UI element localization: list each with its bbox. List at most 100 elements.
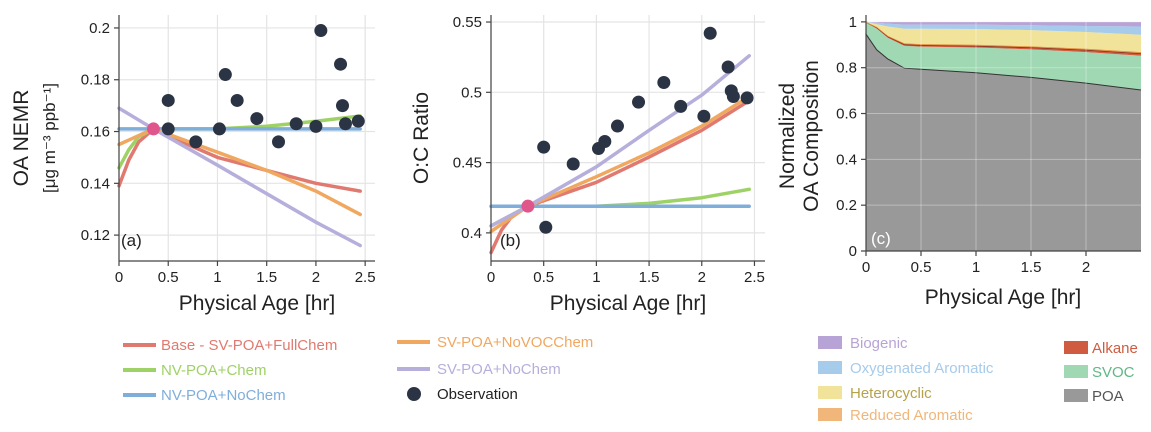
legend-label-sv-nochem: SV-POA+NoChem: [437, 361, 561, 378]
panel-b-series: [489, 26, 754, 255]
panel-a-start-point: [146, 122, 160, 136]
panel-a-observation-point: [309, 119, 323, 133]
panel-c-area-alkane: [866, 21, 1141, 56]
panel-a-observation-point: [289, 117, 303, 131]
legend-swatch-svoc: [1064, 365, 1088, 378]
legend-item-poa: POA: [1064, 388, 1124, 405]
panel-b-observation-point: [703, 26, 717, 40]
panel-a-line-sv-poa-nochem: [117, 106, 362, 248]
panel-b-observation-point: [539, 220, 553, 234]
legend-label-svoc: SVOC: [1092, 364, 1135, 381]
panel-c-ylabel-line1: Normalized: [776, 83, 799, 189]
legend-swatch-observation: [407, 387, 421, 401]
panel-b-observation-point: [697, 109, 711, 123]
panel-b-ytick-label: 0.55: [453, 14, 482, 31]
legend-item-sv-nochem: SV-POA+NoChem: [397, 361, 561, 378]
panel-b-ticks: 0 0.5 1 1.5 2 2.5 0.4 0.45 0.5 0.55: [453, 14, 765, 286]
legend-label-base: Base - SV-POA+FullChem: [161, 337, 337, 354]
panel-a-observation-point: [161, 93, 175, 107]
panel-c-xtick-label: 0: [862, 259, 870, 276]
panel-a: 0 0.5 1 1.5 2 2.5 0.12 0.14 0.16 0.18 0.2 (a) OA N…: [10, 15, 376, 315]
panel-a-xtick-label: 1: [213, 269, 221, 286]
panel-a-observation-point: [272, 135, 286, 149]
legend-item-alkane: Alkane: [1064, 340, 1138, 357]
legend-label-alkane: Alkane: [1092, 340, 1138, 357]
panel-c-grid-overlay: [866, 15, 1141, 251]
legend-label-reduced-aromatic: Reduced Aromatic: [850, 407, 973, 424]
panel-a-tag: (a): [121, 231, 142, 250]
panel-c-area-oxygenated-aromatic: [866, 21, 1141, 35]
legend-item-observation: Observation: [407, 386, 518, 403]
panel-a-observation-point: [338, 117, 352, 131]
panel-a-observation-point: [161, 122, 175, 136]
panel-a-observation-point: [189, 135, 203, 149]
panel-b-ytick-label: 0.4: [461, 225, 482, 242]
legend-swatch-alkane: [1064, 341, 1088, 354]
legend-item-reduced-aromatic: Reduced Aromatic: [818, 407, 973, 424]
panel-b-observation-point: [610, 119, 624, 133]
panel-b-line-base-sv-poa-fullchem: [489, 98, 751, 255]
panel-c-ytick-label: 1: [849, 14, 857, 31]
panel-a-observation-point: [314, 24, 328, 38]
panel-a-xlabel: Physical Age [hr]: [179, 292, 335, 315]
panel-c-area-biogenic: [866, 21, 1141, 27]
panel-b-xtick-label: 2.5: [744, 269, 765, 286]
panel-b-xtick-label: 0.5: [533, 269, 554, 286]
legend-swatch-oxygenated-aromatic: [818, 361, 842, 374]
panel-a-xtick-label: 0.5: [158, 269, 179, 286]
panel-b-observation-point: [657, 75, 671, 89]
panel-b-observation-point: [740, 91, 754, 105]
panel-c-ytick-label: 0.6: [836, 106, 857, 123]
panel-a-observation-point: [230, 93, 244, 107]
panel-b-ytick-label: 0.45: [453, 155, 482, 172]
panel-a-ytick-label: 0.2: [89, 20, 110, 37]
panel-c-xtick-label: 1.5: [1021, 259, 1042, 276]
legend-item-base: Base - SV-POA+FullChem: [123, 337, 337, 354]
panel-a-ytick-label: 0.12: [81, 227, 110, 244]
legend-swatch-poa: [1064, 389, 1088, 402]
panel-c-ylabel-line2: OA Composition: [800, 60, 823, 212]
panel-b-observation-point: [566, 157, 580, 171]
panel-a-observation-point: [336, 99, 350, 113]
panel-b-xtick-label: 2: [698, 269, 706, 286]
legend-label-heterocyclic: Heterocyclic: [850, 385, 932, 402]
panel-b-xtick-label: 1: [592, 269, 600, 286]
panel-a-grid: [118, 15, 375, 261]
panel-c-xtick-label: 2: [1082, 259, 1090, 276]
panel-b-start-point: [521, 199, 535, 213]
panel-c-tag: (c): [871, 229, 891, 248]
panel-c-xtick-label: 0.5: [911, 259, 932, 276]
panel-b-observation-point: [721, 60, 735, 74]
panel-a-ytick-label: 0.16: [81, 124, 110, 141]
legend-swatch-heterocyclic: [818, 386, 842, 399]
panel-a-xtick-label: 2: [312, 269, 320, 286]
legend-item-oxygenated-aromatic: Oxygenated Aromatic: [818, 360, 994, 377]
legend-item-svoc: SVOC: [1064, 364, 1135, 381]
panel-a-ylabel-line2: [μg m⁻³ ppb⁻¹]: [40, 83, 59, 193]
panel-a-observation-point: [218, 68, 232, 82]
panel-b-xtick-label: 0: [487, 269, 495, 286]
panel-a-plot-area: [119, 15, 375, 261]
panel-b-observation-point: [598, 135, 612, 149]
panel-a-observation-point: [334, 57, 348, 71]
legend-label-poa: POA: [1092, 388, 1124, 405]
panel-c-ytick-label: 0.4: [836, 151, 857, 168]
legend-item-nv-nochem: NV-POA+NoChem: [123, 387, 286, 404]
panel-b-xlabel: Physical Age [hr]: [550, 292, 706, 315]
panel-c-area-heterocyclic: [866, 21, 1141, 53]
legend-label-oxygenated-aromatic: Oxygenated Aromatic: [850, 360, 994, 377]
panel-b-ylabel: O:C Ratio: [410, 92, 433, 184]
panel-b-xtick-label: 1.5: [639, 269, 660, 286]
panel-c-xtick-label: 1: [972, 259, 980, 276]
panel-a-observation-point: [250, 112, 264, 126]
panel-b-plot-area: [491, 15, 765, 261]
panel-b-observation-point: [632, 95, 646, 109]
panel-c-area-poa: [866, 33, 1141, 251]
panel-b-observation-point: [726, 90, 740, 104]
legend-composition: Biogenic Oxygenated Aromatic Heterocycli…: [818, 335, 1138, 424]
legend-label-sv-novoc: SV-POA+NoVOCChem: [437, 334, 593, 351]
legend-label-nv-chem: NV-POA+Chem: [161, 362, 266, 379]
panel-c-areas: [865, 21, 1142, 251]
panel-a-ytick-label: 0.14: [81, 175, 110, 192]
